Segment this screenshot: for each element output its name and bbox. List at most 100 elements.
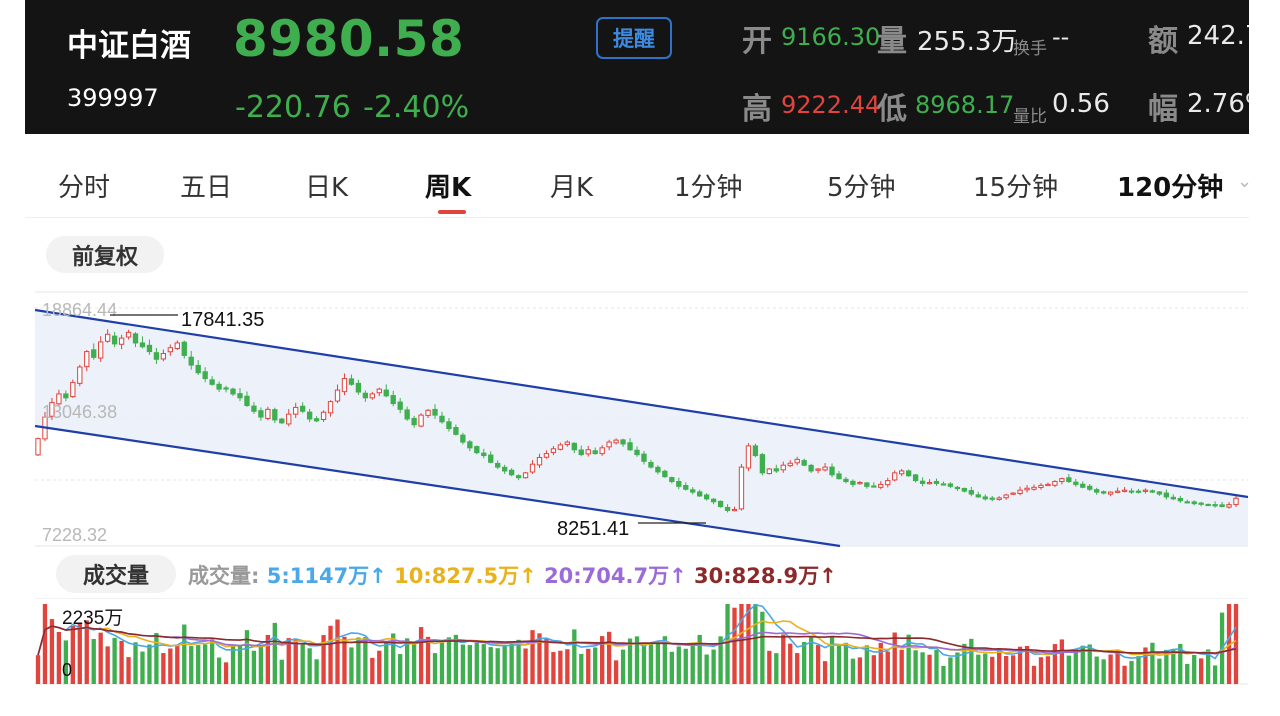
tab-15-minute[interactable]: 15分钟 (973, 173, 1059, 203)
volume-bar (1157, 658, 1162, 684)
volume-bar (404, 638, 410, 684)
volume-bar (565, 649, 570, 684)
volume-label: 量 (877, 24, 907, 59)
candle (989, 497, 995, 500)
candle (320, 411, 327, 421)
tab-120-minute[interactable]: 120分钟 (1117, 173, 1224, 203)
open-value: 9166.30 (781, 23, 881, 51)
volume-bar (753, 604, 758, 684)
tab-daily-k[interactable]: 日K (305, 173, 349, 203)
candle (453, 427, 459, 435)
candle (341, 378, 348, 393)
volume-bar (56, 631, 62, 684)
volume-chart[interactable]: 2235万 0 (0, 598, 1250, 698)
volume-bar (474, 642, 479, 684)
volume-indicator-button[interactable]: 成交量 (56, 555, 176, 593)
tab-5-minute[interactable]: 5分钟 (827, 173, 896, 203)
chevron-down-icon[interactable]: ⌄ (1237, 171, 1253, 192)
candle (1080, 483, 1086, 488)
candle (425, 409, 431, 416)
candle (1017, 489, 1023, 494)
volume-bar (1101, 659, 1106, 684)
turnover-label: 换手 (1013, 39, 1047, 59)
tab-weekly-k[interactable]: 周K (425, 173, 472, 203)
tab-1-minute[interactable]: 1分钟 (674, 173, 743, 203)
candle (467, 441, 473, 449)
adjustment-button[interactable]: 前复权 (46, 236, 164, 273)
volume-bar (997, 647, 1002, 684)
volume-bar (690, 643, 695, 684)
candle (717, 500, 724, 508)
volume-bar (467, 645, 472, 684)
volume-bar (203, 644, 208, 684)
candle (766, 468, 772, 475)
volume-bar (767, 650, 772, 684)
candle (864, 482, 870, 487)
candle (634, 449, 640, 456)
high-label: 高 (742, 92, 772, 127)
candle (230, 388, 236, 395)
candle (160, 353, 167, 360)
volume-bar (286, 638, 291, 684)
volume-bar (1045, 656, 1051, 684)
volume-bar (460, 644, 466, 684)
candle (669, 477, 675, 483)
volume-bar (941, 665, 946, 684)
candle (209, 379, 215, 385)
volume-bar (182, 624, 187, 684)
volume-bar (795, 653, 800, 684)
candle (376, 388, 382, 394)
candle (300, 405, 306, 412)
volume-bar (1017, 646, 1023, 684)
volume-bar (244, 630, 250, 684)
volume-bar (843, 642, 849, 684)
candle (780, 464, 786, 471)
volume-bar (600, 636, 605, 684)
candle (237, 393, 243, 399)
volume-bar (363, 637, 368, 684)
volume-bar (802, 641, 807, 684)
active-tab-indicator (438, 210, 466, 214)
candle (550, 448, 557, 453)
candle (167, 347, 173, 353)
volume-bar (892, 632, 897, 684)
ma20-value: 20:704.7万↑ (544, 564, 687, 588)
volume-bar (1010, 655, 1016, 684)
candle (697, 491, 703, 497)
volume-bar (314, 659, 319, 684)
volume-bar (189, 646, 194, 684)
volume-bar (370, 657, 375, 684)
candle (899, 470, 905, 475)
candle (683, 485, 689, 490)
volume-bar (509, 641, 514, 684)
volume-bar (641, 645, 647, 684)
candle (954, 486, 961, 490)
candlestick-chart[interactable]: 18864.44 13046.38 7228.32 17841.35 8251.… (0, 290, 1250, 550)
tab-monthly-k[interactable]: 月K (550, 173, 594, 203)
candle (132, 333, 139, 344)
tab-five-day[interactable]: 五日 (180, 173, 233, 203)
candle (613, 439, 619, 444)
candle (655, 466, 661, 473)
candle (1170, 496, 1176, 500)
candle (1149, 490, 1156, 493)
candle (933, 480, 940, 484)
low-value: 8968.17 (915, 91, 1015, 119)
volume-bar (746, 604, 751, 684)
candle (815, 468, 821, 471)
candle (919, 480, 926, 484)
alert-button[interactable]: 提醒 (596, 17, 672, 59)
volume-bar (955, 652, 960, 684)
volume-bar (377, 650, 382, 684)
high-annotation: 17841.35 (181, 309, 264, 331)
candle (181, 341, 187, 356)
volume-bar (1226, 604, 1232, 684)
candle (940, 483, 947, 486)
candle (474, 446, 480, 454)
volume-bar (432, 653, 438, 684)
volume-bar (265, 634, 271, 684)
volume-bar (119, 640, 124, 684)
volume-ma-lines (37, 603, 1237, 660)
candle (195, 364, 201, 374)
tab-intraday[interactable]: 分时 (58, 173, 111, 203)
